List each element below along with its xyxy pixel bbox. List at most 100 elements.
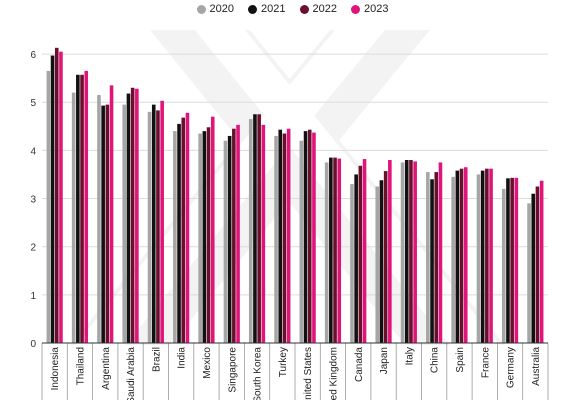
bar-2022-united-kingdom [333, 157, 337, 343]
bar-2021-south-korea [253, 114, 257, 344]
x-axis-labels: Indonesia Thailand Argentina Saudi Arabia Br… [41, 343, 549, 400]
bar-2020-united-states [299, 140, 304, 343]
x-tick-label: Japan [379, 347, 390, 374]
bar-2020-brazil [147, 111, 152, 343]
bar-2021-japan [379, 180, 384, 343]
bar-2020-germany [501, 188, 506, 343]
bar-2023-brazil [160, 100, 164, 343]
bar-2023-germany [514, 177, 519, 343]
x-tick-label: India [177, 347, 188, 369]
x-tick-label: China [430, 347, 441, 374]
legend-label: 2023 [363, 3, 389, 15]
bar-2020-china [426, 172, 430, 343]
bar-2020-italy [400, 162, 405, 343]
bar-2021-united-states [303, 131, 308, 343]
bar-2020-argentina [97, 95, 101, 343]
bar-2020-indonesia [46, 70, 51, 343]
bar-2021-mexico [202, 131, 207, 343]
bar-2022-mexico [206, 127, 211, 343]
grid-lines [42, 53, 548, 296]
bar-2021-thailand [76, 74, 80, 343]
bar-2023-australia [539, 180, 544, 343]
bar-2022-australia [535, 186, 540, 343]
y-tick-label: 1 [30, 291, 36, 302]
bar-2023-india [185, 112, 190, 343]
bar-2022-japan [383, 171, 388, 343]
x-tick-label: Germany [506, 347, 517, 388]
y-tick-label: 3 [30, 195, 36, 206]
bar-2022-united-states [307, 129, 312, 343]
bar-2021-singapore [227, 135, 232, 343]
y-tick-label: 6 [30, 50, 36, 61]
bar-2022-indonesia [54, 47, 59, 343]
legend-item-2022: 2022 [299, 3, 337, 15]
bar-2022-turkey [282, 133, 287, 343]
bar-2020-spain [451, 176, 455, 343]
bar-2020-france [476, 174, 481, 343]
y-tick-label: 2 [30, 243, 36, 254]
legend-label: 2020 [209, 3, 235, 15]
bar-2021-brazil [151, 104, 156, 343]
bar-2021-italy [404, 160, 409, 343]
legend-label: 2021 [261, 3, 286, 15]
bar-2020-singapore [223, 140, 228, 343]
bar-2023-mexico [210, 116, 215, 343]
bar-2021-canada [354, 174, 358, 343]
x-tick-label: France [480, 347, 491, 379]
bar-2023-singapore [236, 124, 240, 344]
x-tick-label: Brazil [151, 347, 162, 372]
y-tick-label: 4 [30, 146, 36, 157]
bar-2023-thailand [84, 70, 89, 343]
bar-2021-germany [506, 178, 510, 343]
bar-2023-japan [388, 160, 392, 343]
bar-2022-argentina [105, 104, 110, 343]
bar-2023-saudi-arabia [135, 88, 139, 343]
bar-2022-singapore [232, 128, 236, 343]
bar-2023-indonesia [59, 51, 63, 344]
bar-2020-japan [375, 186, 380, 343]
x-tick-label: Argentina [101, 347, 112, 390]
x-tick-label: Thailand [75, 347, 86, 385]
y-tick-label: 5 [30, 98, 36, 109]
bar-2020-turkey [274, 135, 278, 343]
x-tick-label: Australia [531, 347, 542, 386]
y-axis-ticks: 0 1 2 3 4 5 6 [30, 50, 36, 350]
bar-2021-australia [531, 193, 536, 343]
legend: 2020 2021 2022 2023 [0, 3, 585, 15]
bar-2020-saudi-arabia [122, 104, 127, 343]
x-tick-label: Saudi Arabia [126, 347, 137, 400]
bar-2020-mexico [198, 133, 202, 343]
bar-2022-spain [459, 168, 464, 343]
bar-2020-united-kingdom [324, 162, 329, 343]
bar-2023-italy [413, 161, 417, 343]
legend-dot-icon [350, 4, 360, 14]
bar-2022-thailand [80, 74, 84, 343]
bars [46, 47, 544, 344]
bar-2021-indonesia [50, 55, 55, 343]
bar-2023-south-korea [261, 124, 266, 344]
bar-2021-china [430, 179, 434, 343]
bar-2021-spain [455, 170, 460, 343]
bar-2020-india [173, 131, 177, 343]
x-tick-label: Turkey [278, 347, 289, 377]
bar-2021-india [177, 123, 181, 344]
y-tick-label: 0 [30, 339, 36, 350]
x-tick-label: Italy [404, 347, 415, 365]
bar-2022-germany [510, 177, 514, 343]
bar-2022-saudi-arabia [130, 87, 135, 344]
x-tick-label: Canada [354, 347, 365, 382]
legend-item-2023: 2023 [350, 3, 389, 15]
legend-dot-icon [299, 4, 309, 14]
bar-2022-canada [358, 165, 363, 343]
bar-2022-brazil [156, 110, 160, 343]
bar-2023-china [438, 162, 443, 343]
bar-2022-italy [409, 160, 413, 343]
bar-2023-canada [362, 159, 367, 343]
bar-2023-argentina [109, 85, 114, 343]
bar-2021-france [480, 170, 485, 343]
legend-item-2020: 2020 [196, 3, 235, 15]
bar-2021-argentina [101, 105, 105, 344]
bar-2022-india [181, 117, 186, 343]
bar-2023-france [489, 168, 493, 343]
